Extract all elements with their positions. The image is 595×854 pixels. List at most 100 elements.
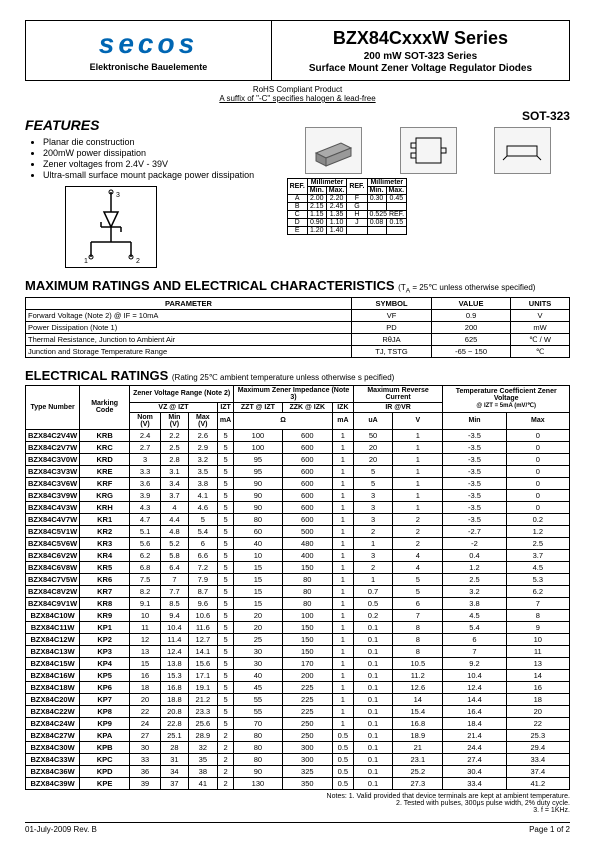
elec-cell: 5 — [217, 669, 233, 681]
elec-cell: 14.4 — [443, 693, 506, 705]
elec-cell: 0.1 — [353, 729, 392, 741]
elec-cell: BZX84C18W — [26, 681, 80, 693]
elec-cell: 1 — [332, 561, 353, 573]
elec-cell: 5 — [353, 477, 392, 489]
elec-cell: 600 — [282, 465, 332, 477]
elec-header: VZ @ IZT — [130, 402, 218, 412]
elec-cell: 30 — [234, 657, 282, 669]
dim-mm-head: Millimeter — [307, 179, 347, 187]
elec-cell: BZX84C36W — [26, 765, 80, 777]
elec-cell: 15.6 — [188, 657, 217, 669]
elec-cell: 5.4 — [443, 621, 506, 633]
elec-cell: 60 — [234, 525, 282, 537]
header-logo-block: secos Elektronische Bauelemente — [26, 21, 272, 80]
header-title-block: BZX84CxxxW Series 200 mW SOT-323 Series … — [272, 21, 569, 80]
elec-cell: 1 — [332, 669, 353, 681]
elec-cell: 4.7 — [130, 513, 161, 525]
max-cell: Thermal Resistance, Junction to Ambient … — [26, 333, 352, 345]
elec-cell: 2 — [353, 561, 392, 573]
elec-cell: 3.2 — [188, 453, 217, 465]
elec-cell: 0.1 — [353, 681, 392, 693]
elec-cell: 3.5 — [188, 465, 217, 477]
elec-cell: 9 — [506, 621, 569, 633]
elec-cell: 16.4 — [443, 705, 506, 717]
elec-cell: 5 — [393, 573, 443, 585]
elec-cell: 1 — [332, 573, 353, 585]
dim-cell: F — [347, 195, 367, 203]
elec-cell: 250 — [282, 717, 332, 729]
elec-cell: 1 — [353, 537, 392, 549]
elec-cell: 2 — [393, 525, 443, 537]
elec-cell: 2 — [217, 777, 233, 789]
elec-cell: -3.5 — [443, 501, 506, 513]
elec-cell: 22.8 — [161, 717, 189, 729]
elec-cell: 2.5 — [506, 537, 569, 549]
elec-cell: KPE — [80, 777, 130, 789]
circuit-diagram: 3 1 2 — [65, 186, 157, 268]
elec-cell: 2.5 — [443, 573, 506, 585]
dim-cell: 2.20 — [326, 195, 347, 203]
elec-cell: KP4 — [80, 657, 130, 669]
elec-cell: 4.6 — [188, 501, 217, 513]
dim-max: Max. — [326, 187, 347, 195]
max-header: SYMBOL — [351, 297, 431, 309]
elec-cell: 41.2 — [506, 777, 569, 789]
elec-cell: 1 — [332, 705, 353, 717]
elec-cell: 4.3 — [130, 501, 161, 513]
dim-min: Min. — [307, 187, 326, 195]
elec-cell: 5.8 — [161, 549, 189, 561]
elec-cell: -3.5 — [443, 441, 506, 453]
elec-cell: 4.1 — [188, 489, 217, 501]
elec-cell: 15 — [234, 573, 282, 585]
elec-cell: 3.2 — [443, 585, 506, 597]
max-header: PARAMETER — [26, 297, 352, 309]
elec-cell: 0.7 — [353, 585, 392, 597]
elec-cell: 150 — [282, 633, 332, 645]
elec-cell: 10.5 — [393, 657, 443, 669]
elec-cell: 350 — [282, 777, 332, 789]
elec-cell: 80 — [282, 573, 332, 585]
dim-cell: 0.15 — [386, 219, 407, 227]
elec-cell: 1 — [393, 429, 443, 441]
elec-cell: 80 — [234, 729, 282, 741]
elec-cell: 15 — [234, 561, 282, 573]
elec-cell: -2 — [443, 537, 506, 549]
elec-cell: 20 — [234, 621, 282, 633]
elec-cell: 1 — [332, 525, 353, 537]
elec-cell: 4.5 — [443, 609, 506, 621]
logo-subtitle: Elektronische Bauelemente — [31, 62, 266, 72]
elec-cell: 5.6 — [130, 537, 161, 549]
elec-cell: 10.4 — [161, 621, 189, 633]
max-ratings-title: MAXIMUM RATINGS AND ELECTRICAL CHARACTER… — [25, 278, 570, 295]
elec-cell: 16 — [506, 681, 569, 693]
feature-item: Ultra-small surface mount package power … — [43, 170, 287, 180]
elec-cell: 0.5 — [332, 765, 353, 777]
elec-cell: BZX84C3V9W — [26, 489, 80, 501]
dim-cell — [386, 203, 407, 211]
elec-cell: BZX84C4V7W — [26, 513, 80, 525]
max-cell: mW — [511, 321, 570, 333]
elec-cell: 5 — [217, 525, 233, 537]
logo: secos — [31, 28, 266, 60]
elec-cell: 1 — [332, 621, 353, 633]
elec-cell: 8 — [506, 609, 569, 621]
dim-cell — [347, 227, 367, 235]
elec-cell: KP7 — [80, 693, 130, 705]
elec-cell: 0.1 — [353, 705, 392, 717]
elec-cell: 10 — [130, 609, 161, 621]
elec-cell: 5 — [217, 549, 233, 561]
elec-cell: BZX84C10W — [26, 609, 80, 621]
elec-cell: 10 — [234, 549, 282, 561]
elec-cell: 600 — [282, 477, 332, 489]
elec-cell: 55 — [234, 693, 282, 705]
elec-cell: 0 — [506, 465, 569, 477]
elec-cell: 80 — [234, 741, 282, 753]
elec-cell: 0.1 — [353, 633, 392, 645]
elec-cell: BZX84C9V1W — [26, 597, 80, 609]
elec-cell: 6.6 — [188, 549, 217, 561]
dim-cell — [386, 227, 407, 235]
elec-cell: 25.6 — [188, 717, 217, 729]
elec-cell: 30.4 — [443, 765, 506, 777]
elec-cell: KRH — [80, 501, 130, 513]
elec-cell: -2.7 — [443, 525, 506, 537]
